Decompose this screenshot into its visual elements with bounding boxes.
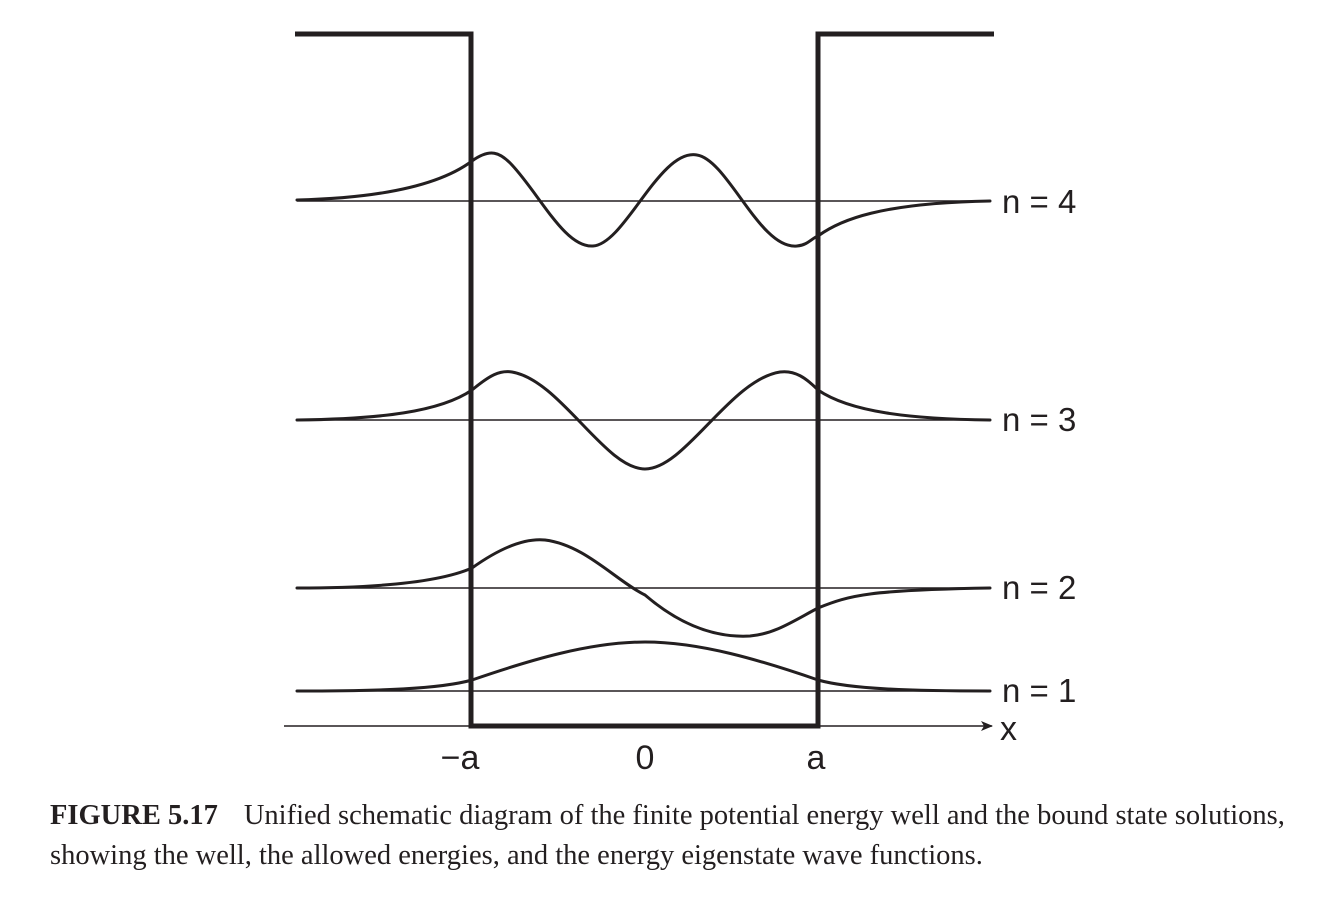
tick-label-a: a bbox=[807, 739, 826, 777]
level-label-n3: n = 3 bbox=[1002, 401, 1076, 438]
level-label-n2: n = 2 bbox=[1002, 569, 1076, 606]
level-label-n1: n = 1 bbox=[1002, 672, 1076, 709]
figure-number: FIGURE 5.17 bbox=[50, 800, 218, 831]
caption-text: Unified schematic diagram of the finite … bbox=[50, 800, 1285, 871]
x-axis-label: x bbox=[1000, 710, 1017, 748]
wavefunction-n3 bbox=[295, 370, 992, 471]
wavefunction-n1 bbox=[295, 640, 992, 693]
wavefunction-n4 bbox=[295, 151, 992, 248]
tick-label-minus-a: −a bbox=[441, 739, 480, 777]
level-label-n4: n = 4 bbox=[1002, 183, 1076, 220]
finite-well-diagram: n = 4 n = 3 n = 2 n = 1 x −a 0 a bbox=[284, 31, 1076, 777]
tick-label-zero: 0 bbox=[636, 739, 655, 777]
wavefunction-n2 bbox=[295, 538, 992, 638]
figure-caption: FIGURE 5.17 Unified schematic diagram of … bbox=[50, 796, 1330, 876]
potential-well bbox=[295, 31, 994, 729]
